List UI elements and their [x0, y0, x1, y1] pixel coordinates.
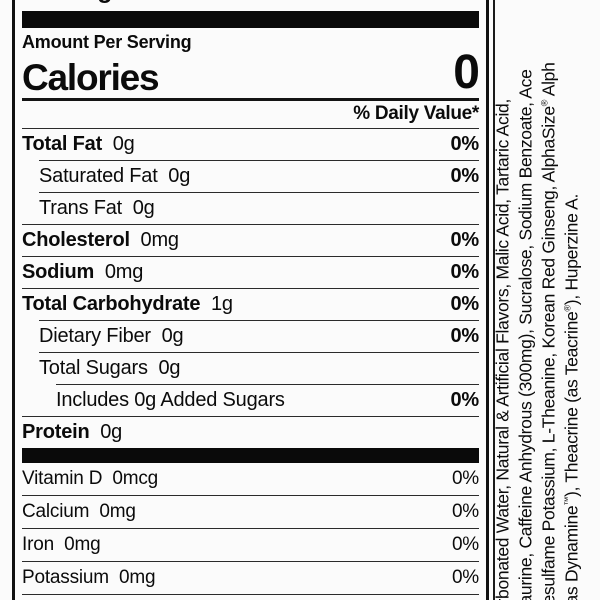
nutrient-name: Includes 0g Added Sugars	[56, 388, 285, 411]
vitamin-row-divider	[22, 593, 479, 595]
ingredients-line-1: rbonated Water, Natural & Artificial Fla…	[493, 98, 513, 600]
vitamin-name: Vitamin D 0mcg	[22, 467, 159, 489]
nutrient-daily-value: 0%	[450, 228, 479, 251]
nutrient-name: Dietary Fiber 0g	[39, 324, 184, 347]
nutrient-row: Total Carbohydrate 1g 0%	[22, 289, 479, 320]
vitamin-daily-value: 0%	[451, 566, 479, 588]
nutrient-name: Cholesterol 0mg	[22, 228, 179, 251]
nutrient-name: Protein 0g	[22, 420, 123, 443]
calories-row: Calories 0	[22, 46, 480, 99]
vitamin-daily-value: 0%	[451, 500, 479, 522]
vitamin-daily-value: 0%	[451, 467, 479, 489]
nutrient-row: Sodium 0mg 0%	[22, 257, 479, 288]
nutrient-row: Saturated Fat 0g 0%	[22, 161, 479, 192]
nutrient-row-divider	[22, 255, 479, 257]
vitamin-name: Calcium 0mg	[22, 500, 136, 522]
nutrient-row: Trans Fat 0g	[22, 193, 479, 224]
nutrient-row-divider	[22, 415, 479, 417]
nutrient-row: Total Fat 0g 0%	[22, 129, 479, 160]
serving-size-value: 1 Can	[412, 0, 479, 5]
calories-value: 0	[453, 46, 480, 99]
nutrient-row-divider	[39, 191, 479, 193]
nutrient-row-divider	[22, 127, 479, 129]
nutrient-name: Total Fat 0g	[22, 132, 135, 155]
thick-separator-bar-vitamins	[22, 447, 479, 463]
vitamin-row-divider	[22, 527, 479, 529]
nutrient-name: Total Carbohydrate 1g	[22, 292, 233, 315]
daily-value-header: % Daily Value*	[353, 102, 479, 124]
nutrient-daily-value: 0%	[450, 388, 479, 411]
vitamin-daily-value: 0%	[451, 533, 479, 555]
daily-value-header-row: % Daily Value*	[22, 101, 479, 128]
vitamin-mineral-list: Vitamin D 0mcg 0% Calcium 0mg 0% Iron 0mg 0% P…	[22, 463, 479, 600]
nutrient-daily-value: 0%	[450, 132, 479, 155]
ingredients-line-3: esulfame Potassium, L-Theanine, Korean R…	[538, 61, 559, 600]
nutrient-row-divider	[39, 351, 479, 353]
ingredients-line-4: as Dynamine™), Theacrine (as Teacrine®),…	[561, 193, 582, 600]
calories-label: Calories	[22, 56, 160, 98]
nutrient-row: Protein 0g	[22, 417, 479, 448]
vitamin-row-divider	[22, 494, 479, 496]
nutrient-daily-value: 0%	[450, 260, 479, 283]
vitamin-row: Vitamin D 0mcg 0%	[22, 463, 479, 495]
nutrient-daily-value: 0%	[450, 292, 479, 315]
nutrient-daily-value: 0%	[450, 324, 479, 347]
vitamin-name: Iron 0mg	[22, 533, 101, 555]
nutrient-row-divider	[22, 287, 479, 289]
amount-per-serving-label: Amount Per Serving	[22, 32, 192, 52]
vitamin-row: Vitamin B6 25mg1,470%	[22, 595, 479, 600]
vitamin-row: Potassium 0mg 0%	[22, 562, 479, 594]
vitamin-row-divider	[22, 560, 479, 562]
serving-size-label: Serving size	[22, 0, 166, 5]
nutrient-name: Trans Fat 0g	[39, 196, 155, 219]
nutrient-list: Total Fat 0g 0% Saturated Fat 0g 0% Trans Fa…	[22, 127, 479, 448]
vitamin-row: Iron 0mg 0%	[22, 529, 479, 561]
thick-separator-bar-top	[22, 11, 479, 28]
vitamin-name: Potassium 0mg	[22, 566, 156, 588]
nutrient-row-divider	[39, 159, 479, 161]
nutrient-name: Saturated Fat 0g	[39, 164, 191, 187]
ingredients-panel: rbonated Water, Natural & Artificial Fla…	[493, 0, 600, 600]
vitamin-row: Calcium 0mg 0%	[22, 496, 479, 528]
nutrient-row-divider	[22, 223, 479, 225]
ingredients-panel-divider	[493, 0, 495, 600]
nutrient-row: Dietary Fiber 0g 0%	[22, 321, 479, 352]
rule-below-calories	[22, 97, 479, 101]
nutrient-row: Includes 0g Added Sugars 0%	[22, 385, 479, 416]
ingredients-line-2: aurine, Caffeine Anhydrous (300mg), Sucr…	[515, 68, 536, 600]
nutrient-row: Total Sugars 0g	[22, 353, 479, 384]
serving-size-row: Serving size 1 Can	[22, 0, 479, 11]
nutrient-row-divider	[56, 383, 479, 385]
nutrient-row-divider	[39, 319, 479, 321]
nutrient-name: Sodium 0mg	[22, 260, 144, 283]
nutrition-facts-panel: Serving size 1 Can Amount Per Serving Ca…	[12, 0, 489, 600]
nutrient-daily-value: 0%	[450, 164, 479, 187]
nutrient-name: Total Sugars 0g	[39, 356, 181, 379]
nutrient-row: Cholesterol 0mg 0%	[22, 225, 479, 256]
